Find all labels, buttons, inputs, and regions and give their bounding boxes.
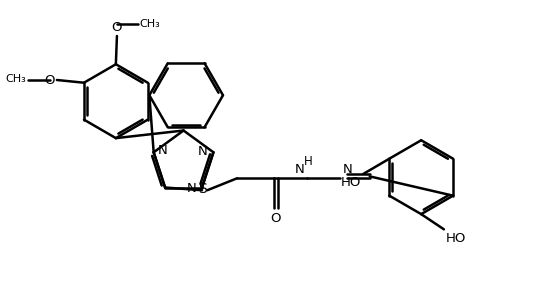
Text: O: O [44,74,55,86]
Text: N: N [342,163,352,176]
Text: HO: HO [446,232,467,244]
Text: CH₃: CH₃ [139,18,160,29]
Text: N: N [158,144,168,157]
Text: HO: HO [341,176,361,189]
Text: N: N [198,145,208,158]
Text: O: O [112,21,122,34]
Text: N: N [294,163,304,176]
Text: O: O [270,213,281,225]
Text: H: H [304,155,313,168]
Text: S: S [198,182,207,196]
Text: N: N [187,182,196,195]
Text: CH₃: CH₃ [5,74,26,84]
